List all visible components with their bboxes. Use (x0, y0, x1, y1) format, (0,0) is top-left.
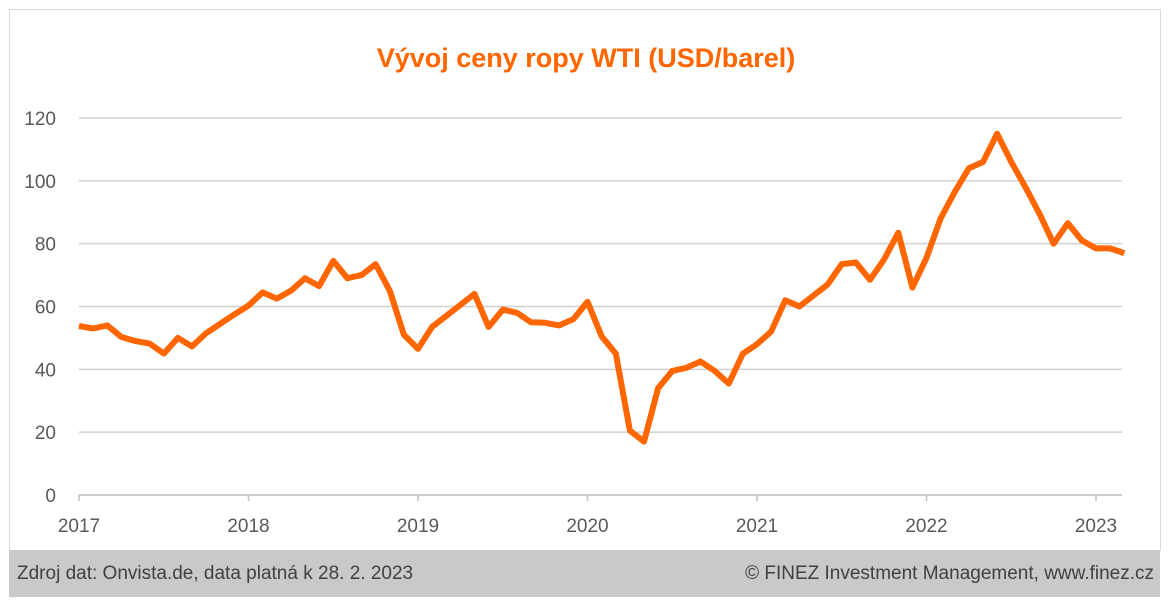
data-point (544, 322, 546, 324)
data-point (1095, 247, 1097, 249)
data-point (784, 299, 786, 301)
data-point (219, 323, 221, 325)
data-point (106, 324, 108, 326)
data-point (685, 367, 687, 369)
data-point (855, 262, 857, 264)
data-point (516, 312, 518, 314)
data-point (1109, 247, 1111, 249)
data-point (248, 305, 249, 307)
copyright-note: © FINEZ Investment Management, www.finez… (745, 563, 1154, 584)
data-point (191, 345, 193, 347)
data-point (1024, 186, 1026, 188)
data-point (149, 343, 151, 345)
data-point (502, 309, 504, 311)
data-point (728, 382, 730, 384)
data-point (135, 340, 136, 342)
data-point (233, 313, 235, 315)
x-tick-label: 2020 (566, 516, 608, 537)
y-tick-label: 60 (35, 298, 56, 319)
data-point (78, 325, 80, 327)
data-point (869, 279, 871, 281)
data-point (488, 326, 490, 328)
data-point (968, 167, 970, 169)
y-tick-label: 0 (45, 486, 56, 507)
source-note: Zdroj dat: Onvista.de, data platná k 28.… (17, 563, 414, 584)
data-point (403, 334, 405, 336)
data-point (756, 343, 758, 345)
data-point (671, 370, 673, 372)
data-point (883, 258, 885, 260)
data-point (714, 370, 716, 372)
data-point (911, 287, 913, 289)
data-point (982, 161, 984, 163)
data-point (572, 318, 574, 320)
data-point (742, 353, 744, 355)
y-tick-label: 120 (24, 109, 56, 130)
data-point (587, 301, 588, 303)
x-tick-label: 2017 (58, 516, 100, 537)
data-point (163, 353, 165, 355)
data-point (1067, 222, 1069, 224)
y-tick-label: 80 (35, 235, 56, 256)
data-point (445, 315, 447, 317)
x-tick-label: 2019 (397, 516, 439, 537)
data-point (459, 304, 461, 306)
x-tick-label: 2018 (227, 516, 269, 537)
data-point (940, 218, 942, 220)
data-point (770, 331, 772, 333)
data-point (431, 326, 433, 328)
y-tick-label: 100 (24, 172, 56, 193)
data-point (120, 336, 122, 338)
data-point (1123, 252, 1125, 254)
data-point (1039, 213, 1040, 215)
data-point (798, 306, 800, 307)
data-point (1081, 240, 1083, 242)
x-tick-label: 2021 (736, 516, 778, 537)
data-point (897, 232, 899, 234)
data-point (954, 191, 956, 193)
data-point (827, 284, 829, 286)
data-point (262, 291, 264, 293)
data-point (92, 327, 94, 329)
data-point (177, 337, 179, 339)
data-point (657, 387, 659, 389)
data-point (530, 321, 532, 323)
data-point (996, 133, 998, 135)
data-point (643, 441, 645, 443)
data-point (375, 263, 377, 265)
wti-price-line (78, 130, 1126, 445)
data-point (205, 332, 207, 334)
footer: Zdroj dat: Onvista.de, data platná k 28.… (9, 550, 1160, 597)
data-point (601, 335, 603, 337)
data-point (318, 285, 320, 287)
chart-area (9, 9, 1161, 551)
data-point (276, 298, 278, 300)
data-point (304, 277, 306, 279)
data-point (629, 430, 631, 432)
data-point (558, 324, 560, 326)
data-point (290, 290, 292, 292)
data-point (346, 277, 348, 279)
data-point (389, 290, 391, 292)
data-point (841, 263, 843, 265)
data-point (1053, 243, 1055, 245)
data-point (813, 295, 814, 297)
data-point (926, 257, 927, 259)
data-point (417, 348, 419, 350)
chart-title: Vývoj ceny ropy WTI (USD/barel) (377, 43, 796, 73)
data-point (332, 260, 334, 262)
data-point (1010, 161, 1012, 163)
data-point (700, 360, 701, 362)
x-tick-label: 2023 (1075, 516, 1117, 537)
data-point (615, 353, 617, 355)
x-tick-label: 2022 (905, 516, 947, 537)
data-point (474, 293, 475, 295)
y-tick-label: 40 (35, 360, 56, 381)
data-point (361, 274, 362, 276)
y-tick-label: 20 (35, 423, 56, 444)
